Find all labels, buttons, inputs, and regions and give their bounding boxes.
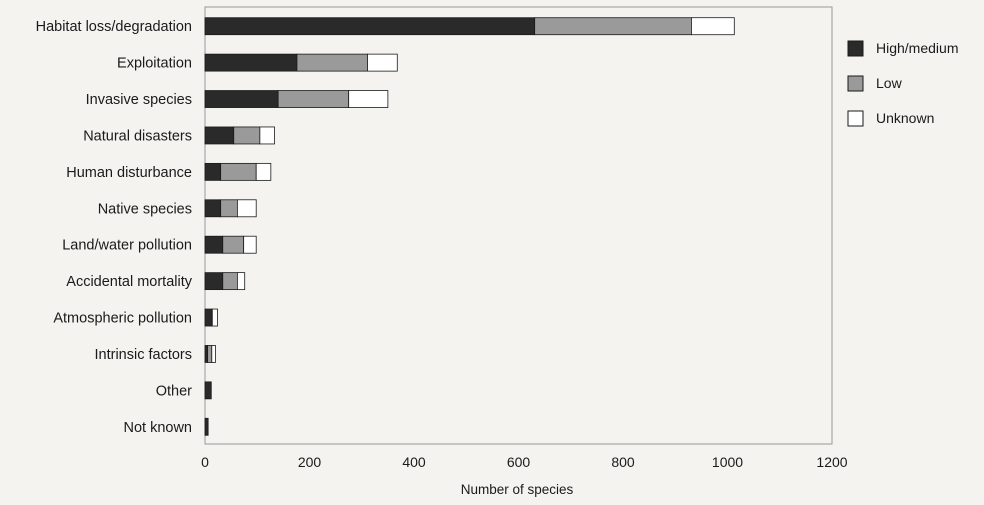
- bar-other-high-medium: [204, 381, 212, 400]
- bar-natural-disasters-low: [233, 126, 261, 145]
- x-tick-label-800: 800: [611, 454, 635, 470]
- plot-area-frame: [204, 6, 833, 445]
- x-tick-label-200: 200: [298, 454, 322, 470]
- category-label-exploitation: Exploitation: [117, 56, 192, 72]
- bar-land-water-pollution-unknown: [243, 235, 257, 254]
- bar-exploitation-unknown: [367, 53, 398, 72]
- legend-label-unknown: Unknown: [876, 110, 934, 126]
- bar-human-disturbance-high-medium: [204, 162, 222, 181]
- bar-invasive-species-low: [277, 90, 350, 108]
- bar-human-disturbance-unknown: [255, 162, 272, 181]
- bars-layer: [204, 17, 735, 436]
- bar-exploitation-low: [296, 53, 368, 72]
- category-label-other: Other: [156, 383, 192, 399]
- x-tick-label-400: 400: [402, 454, 426, 470]
- legend-swatch-high-medium: [847, 40, 864, 57]
- bar-invasive-species-unknown: [348, 90, 389, 108]
- bar-land-water-pollution-high-medium: [204, 235, 224, 254]
- legend: High/medium Low Unknown: [847, 40, 958, 127]
- bar-human-disturbance-low: [220, 162, 257, 181]
- bar-native-species-unknown: [236, 199, 257, 218]
- bar-natural-disasters-high-medium: [204, 126, 235, 145]
- category-label-habitat-loss-degradation: Habitat loss/degradation: [36, 19, 192, 35]
- category-labels: Habitat loss/degradation Exploitation Inva…: [36, 19, 193, 436]
- x-axis-title: Number of species: [461, 482, 574, 497]
- x-tick-label-600: 600: [507, 454, 531, 470]
- legend-label-low: Low: [876, 75, 903, 91]
- bar-atmospheric-pollution-high-medium: [204, 308, 213, 327]
- category-label-invasive-species: Invasive species: [86, 92, 192, 108]
- category-label-human-disturbance: Human disturbance: [66, 165, 192, 181]
- bar-exploitation-high-medium: [204, 53, 298, 72]
- category-label-accidental-mortality: Accidental mortality: [66, 274, 192, 290]
- bar-natural-disasters-unknown: [259, 126, 275, 145]
- bar-atmospheric-pollution-unknown: [211, 308, 218, 327]
- bar-not-known-high-medium: [204, 417, 209, 436]
- category-label-not-known: Not known: [123, 420, 192, 436]
- bar-habitat-loss-degradation-high-medium: [204, 17, 536, 36]
- bar-intrinsic-factors-low: [207, 345, 213, 363]
- x-tick-label-1000: 1000: [712, 454, 743, 470]
- category-label-natural-disasters: Natural disasters: [83, 128, 192, 144]
- legend-swatch-unknown: [847, 110, 864, 127]
- category-label-intrinsic-factors: Intrinsic factors: [95, 347, 193, 363]
- bar-native-species-low: [220, 199, 238, 218]
- category-label-atmospheric-pollution: Atmospheric pollution: [53, 311, 192, 327]
- bar-invasive-species-high-medium: [204, 90, 279, 108]
- bar-land-water-pollution-low: [222, 235, 245, 254]
- bar-habitat-loss-degradation-low: [534, 17, 692, 36]
- x-tick-label-0: 0: [201, 454, 209, 470]
- x-axis-ticks: 0 200 400 600 800 1000 1200: [201, 454, 848, 470]
- legend-label-high-medium: High/medium: [876, 40, 958, 56]
- category-label-land-water-pollution: Land/water pollution: [62, 238, 192, 254]
- bar-accidental-mortality-high-medium: [204, 272, 224, 291]
- bar-accidental-mortality-low: [222, 272, 238, 291]
- legend-swatch-low: [847, 75, 864, 92]
- x-tick-label-1200: 1200: [816, 454, 847, 470]
- bar-intrinsic-factors-unknown: [211, 345, 216, 363]
- bar-accidental-mortality-unknown: [236, 272, 246, 291]
- category-label-native-species: Native species: [98, 201, 192, 217]
- bar-habitat-loss-degradation-unknown: [691, 17, 735, 36]
- bar-native-species-high-medium: [204, 199, 222, 218]
